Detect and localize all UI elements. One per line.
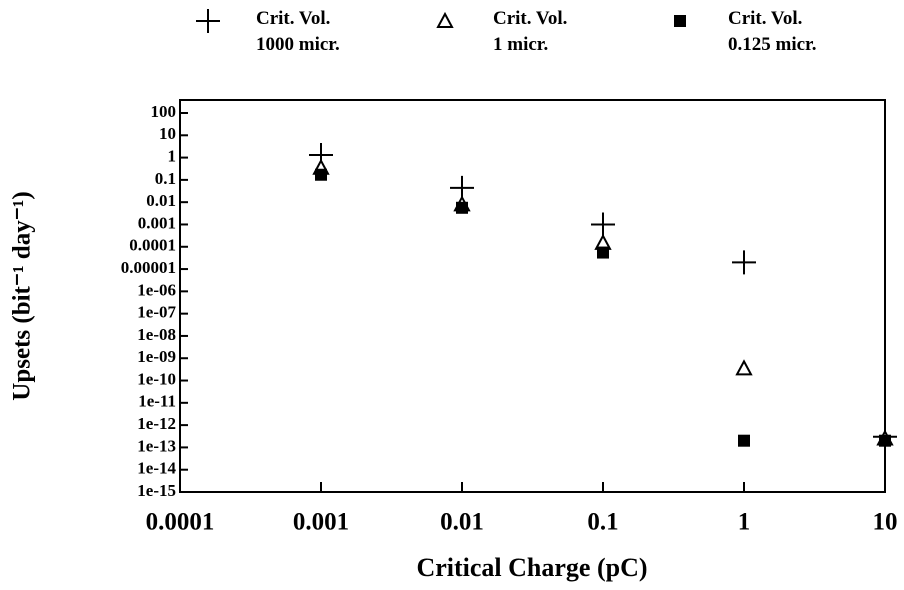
y-tick-label: 1e-08 bbox=[137, 325, 176, 344]
point bbox=[735, 359, 753, 376]
y-tick-label: 1e-07 bbox=[137, 303, 176, 322]
point bbox=[879, 434, 891, 447]
x-tick-label: 10 bbox=[873, 509, 898, 536]
point bbox=[597, 246, 609, 259]
legend-label: Crit. Vol. 1 micr. bbox=[493, 8, 568, 55]
y-tick-label: 1 bbox=[168, 146, 177, 165]
y-tick-label: 1e-11 bbox=[138, 392, 176, 411]
legend-label: Crit. Vol. 1000 micr. bbox=[256, 8, 340, 55]
y-axis-label: Upsets (bit⁻¹ day⁻¹) bbox=[9, 191, 36, 400]
y-tick-label: 100 bbox=[151, 102, 177, 121]
y-tick-label: 0.1 bbox=[155, 169, 176, 188]
y-tick-label: 1e-13 bbox=[137, 436, 176, 455]
x-tick-label: 0.01 bbox=[440, 509, 484, 536]
point bbox=[732, 250, 756, 275]
y-tick-label: 0.0001 bbox=[129, 236, 176, 255]
x-tick-label: 0.001 bbox=[293, 509, 349, 536]
y-tick-label: 1e-09 bbox=[137, 347, 176, 366]
y-tick-label: 0.01 bbox=[146, 191, 176, 210]
y-tick-label: 1e-15 bbox=[137, 481, 176, 500]
plot-frame bbox=[179, 99, 886, 493]
y-tick-label: 1e-12 bbox=[137, 414, 176, 433]
y-tick-label: 1e-06 bbox=[137, 280, 176, 299]
legend-symbol bbox=[674, 15, 686, 27]
legend-symbol bbox=[436, 11, 454, 28]
y-tick-label: 0.00001 bbox=[121, 258, 176, 277]
y-tick-label: 10 bbox=[159, 124, 176, 143]
legend-symbol bbox=[196, 9, 220, 33]
point bbox=[591, 212, 615, 237]
x-tick-label: 0.1 bbox=[587, 509, 618, 536]
y-tick-label: 1e-10 bbox=[137, 369, 176, 388]
x-tick-label: 1 bbox=[738, 509, 751, 536]
y-tick-label: 0.001 bbox=[138, 213, 176, 232]
point bbox=[456, 201, 468, 214]
x-axis-label: Critical Charge (pC) bbox=[416, 553, 647, 582]
x-tick-label: 0.0001 bbox=[146, 509, 215, 536]
y-tick-label: 1e-14 bbox=[137, 459, 176, 478]
point bbox=[738, 434, 750, 447]
point bbox=[315, 168, 327, 181]
legend-label: Crit. Vol. 0.125 micr. bbox=[728, 8, 817, 55]
